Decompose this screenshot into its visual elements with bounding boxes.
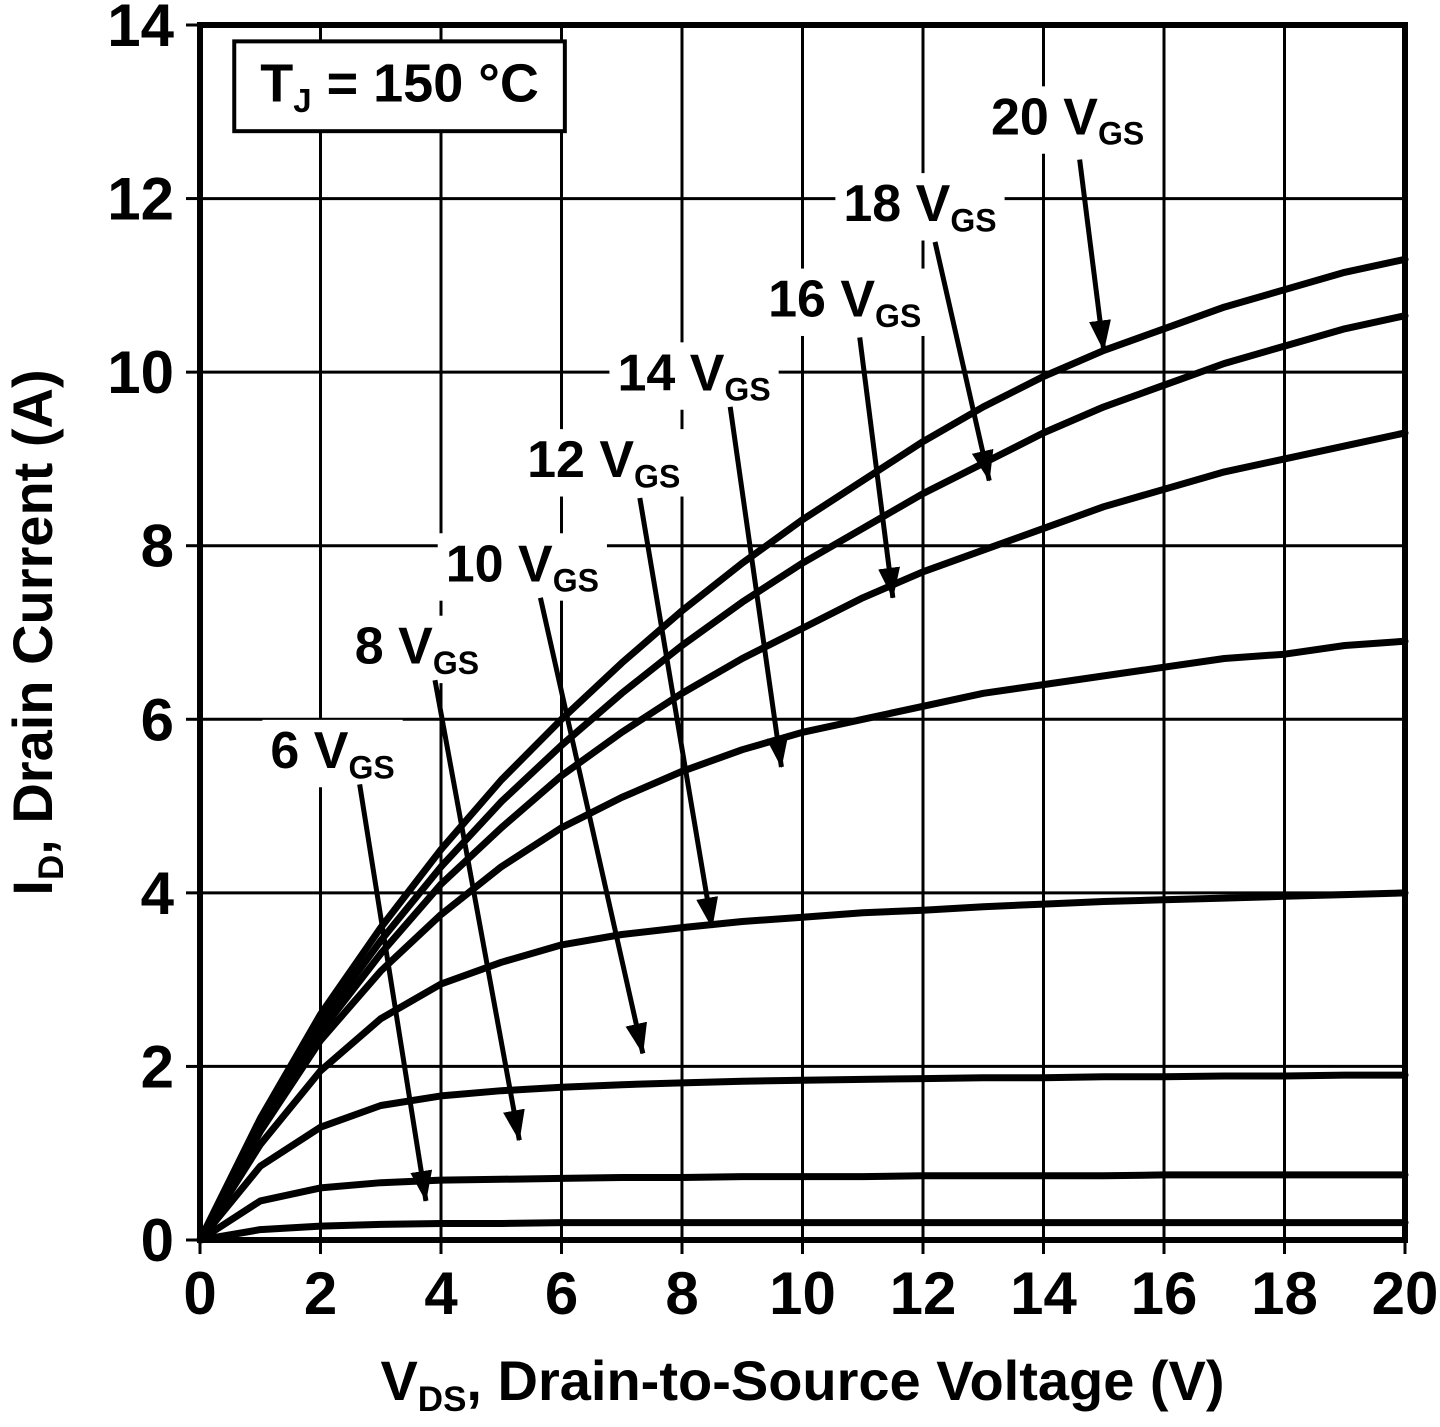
condition-annotation-text: TJ = 150 °C	[260, 53, 539, 119]
curve-label-text: 10 VGS	[446, 535, 599, 598]
curve-label-text: 16 VGS	[768, 271, 921, 334]
condition-annotation-box	[232, 39, 567, 134]
curve-label-14-vgs: 14 VGS	[609, 342, 789, 769]
curve-label-text: 8 VGS	[355, 618, 479, 681]
curve-label-mask	[835, 173, 1005, 241]
curve-20-vgs	[196, 255, 1409, 1244]
curve-8-vgs	[196, 1171, 1409, 1244]
curve-label-16-vgs: 16 VGS	[760, 268, 930, 599]
x-tick-label: 8	[665, 1260, 698, 1327]
curve-label-mask	[982, 86, 1153, 154]
curve-label-12-vgs: 12 VGS	[519, 429, 718, 929]
y-axis-title: ID, Drain Current (A)	[1, 369, 71, 895]
curve-6-vgs	[196, 1219, 1409, 1244]
curve-label-mask	[437, 533, 607, 601]
curve-label-text: 18 VGS	[843, 175, 996, 238]
y-tick-label: 4	[141, 860, 175, 927]
x-tick-label: 18	[1251, 1260, 1318, 1327]
y-tick-label: 8	[141, 513, 174, 580]
gridlines	[200, 25, 1405, 1240]
y-tick-label: 2	[141, 1033, 174, 1100]
curve-12-vgs	[196, 889, 1409, 1244]
curve-label-arrow	[432, 679, 525, 1142]
curve-label-mask	[262, 719, 403, 788]
curve-14-vgs	[196, 637, 1409, 1244]
x-tick-label: 0	[183, 1260, 216, 1327]
curve-label-arrow	[1077, 159, 1111, 352]
curve-label-arrow	[932, 241, 994, 482]
curve-label-text: 20 VGS	[991, 88, 1144, 151]
curve-10-vgs	[196, 1071, 1409, 1244]
x-tick-label: 14	[1010, 1260, 1077, 1327]
x-tick-label: 12	[890, 1260, 957, 1327]
curve-label-arrow	[857, 337, 900, 599]
curve-16-vgs	[196, 429, 1409, 1244]
curve-label-6-vgs: 6 VGS	[262, 719, 433, 1202]
curve-label-10-vgs: 10 VGS	[437, 533, 647, 1055]
curve-label-20-vgs: 20 VGS	[982, 86, 1153, 352]
y-tick-label: 10	[107, 339, 174, 406]
curve-label-mask	[609, 342, 779, 410]
curve-label-arrow	[727, 406, 789, 769]
y-tick-label: 12	[107, 166, 174, 233]
y-tick-label: 0	[141, 1207, 174, 1274]
curve-label-text: 14 VGS	[617, 344, 770, 407]
curve-label-mask	[346, 615, 488, 684]
curve-label-text: 6 VGS	[270, 722, 394, 785]
x-tick-label: 4	[424, 1260, 458, 1327]
x-tick-label: 20	[1372, 1260, 1439, 1327]
curve-label-arrow	[637, 497, 718, 929]
x-tick-label: 10	[769, 1260, 836, 1327]
y-tick-label: 14	[107, 0, 174, 59]
curve-label-arrow	[537, 597, 647, 1055]
plot-frame	[197, 22, 1408, 1243]
x-axis-title: VDS, Drain-to-Source Voltage (V)	[380, 1349, 1224, 1419]
curve-label-mask	[760, 268, 930, 336]
curve-label-18-vgs: 18 VGS	[835, 173, 1005, 482]
curve-18-vgs	[196, 312, 1409, 1244]
condition-annotation: TJ = 150 °C	[232, 39, 567, 134]
x-tick-label: 16	[1131, 1260, 1198, 1327]
curve-label-8-vgs: 8 VGS	[346, 615, 525, 1142]
curve-label-mask	[519, 429, 689, 497]
y-tick-label: 6	[141, 686, 174, 753]
x-tick-label: 2	[304, 1260, 337, 1327]
curve-label-text: 12 VGS	[527, 431, 680, 494]
curve-label-arrow	[357, 783, 433, 1202]
x-tick-label: 6	[545, 1260, 578, 1327]
